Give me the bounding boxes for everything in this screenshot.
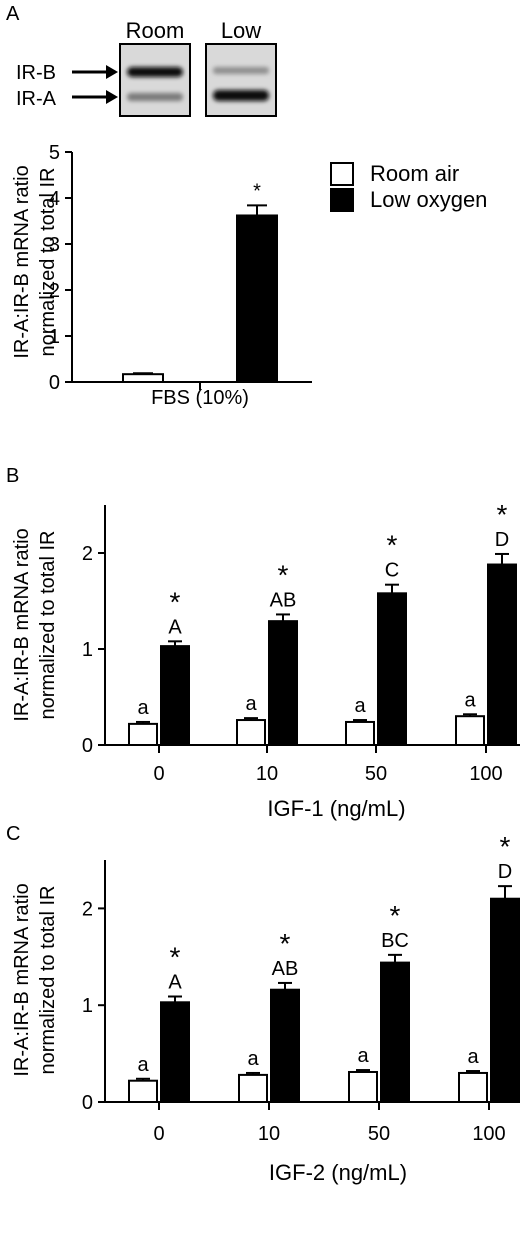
x-tick-label: FBS (10%) [151, 387, 249, 409]
bar-low-oxygen [268, 620, 298, 746]
bar-room-air [128, 722, 158, 747]
chart-a: 0 1 2 3 4 5 IR-A:IR-B mRNA ratio normalized to … [11, 142, 312, 409]
significance-star: * [170, 586, 181, 617]
x-tick-label: 0 [153, 1123, 164, 1145]
significance-letter: BC [381, 930, 409, 952]
y-tick-label: 1 [82, 639, 93, 661]
band-ira-label: IR-A [16, 88, 57, 110]
y-tick-label: 0 [49, 372, 60, 394]
y-axis-label-line2: normalized to total IR [37, 168, 59, 357]
significance-letter: AB [272, 958, 299, 980]
legend-room-swatch [330, 162, 354, 186]
bar-low-oxygen [490, 897, 520, 1103]
bar-room-air [128, 1079, 158, 1103]
x-tick-label: 50 [365, 763, 387, 785]
panel-b-letter: B [6, 465, 19, 487]
y-tick-label: 4 [49, 188, 60, 210]
blot-lane-room-label: Room [126, 18, 185, 43]
x-axis-label: IGF-2 (ng/mL) [269, 1160, 407, 1185]
band-low-irb [213, 67, 269, 74]
legend: Room air Low oxygen [330, 161, 487, 212]
bar-room-air [238, 1073, 268, 1103]
bar-room-air [348, 1070, 378, 1103]
significance-letter: A [168, 971, 182, 993]
significance-star: * [278, 559, 289, 590]
significance-letter: a [137, 1054, 149, 1076]
y-tick-label: 1 [49, 326, 60, 348]
significance-letter: D [498, 861, 512, 883]
panel-c-letter: C [6, 823, 20, 845]
significance-letter: AB [270, 589, 297, 611]
bar-room-air [458, 1071, 488, 1103]
y-tick-label: 2 [82, 543, 93, 565]
y-tick-label: 5 [49, 142, 60, 164]
legend-low-swatch [330, 188, 354, 212]
y-axis-label-line1: IR-A:IR-B mRNA ratio [11, 883, 33, 1076]
band-irb-label: IR-B [16, 62, 56, 84]
significance-letter: C [385, 560, 399, 582]
bar-low-oxygen [236, 214, 278, 383]
legend-room-label: Room air [370, 161, 459, 186]
blot-lane-low [205, 43, 277, 117]
y-axis-label-line2: normalized to total IR [37, 531, 59, 720]
significance-letter: A [168, 616, 182, 638]
bar-room-air [345, 720, 375, 747]
significance-star: * [500, 831, 511, 862]
blot-lane-room [119, 43, 191, 117]
arrowhead-irb [106, 65, 118, 79]
significance-letter: a [357, 1045, 369, 1067]
blot-lane-low-label: Low [221, 18, 261, 43]
legend-low-label: Low oxygen [370, 187, 487, 212]
gel-blot: Room Low IR-B IR-A [16, 18, 277, 117]
y-tick-label: 0 [82, 735, 93, 757]
x-tick-label: 50 [368, 1123, 390, 1145]
bar-low-oxygen [377, 592, 407, 746]
bar-low-oxygen [270, 988, 300, 1103]
significance-star: * [390, 900, 401, 931]
y-tick-label: 2 [49, 280, 60, 302]
band-low-ira [213, 90, 269, 101]
band-room-irb [127, 67, 183, 77]
significance-star: * [387, 530, 398, 561]
significance-letter: a [467, 1046, 479, 1068]
y-tick-label: 1 [82, 995, 93, 1017]
bar-low-oxygen [160, 645, 190, 746]
arrowhead-ira [106, 90, 118, 104]
x-axis-label: IGF-1 (ng/mL) [267, 796, 405, 821]
y-axis-label-line1: IR-A:IR-B mRNA ratio [11, 165, 33, 358]
x-tick-label: 10 [258, 1123, 280, 1145]
significance-letter: a [464, 689, 476, 711]
x-tick-label: 100 [469, 763, 502, 785]
y-tick-label: 2 [82, 898, 93, 920]
x-tick-label: 10 [256, 763, 278, 785]
bar-room-air [455, 715, 485, 747]
significance-letter: a [137, 697, 149, 719]
significance-star: * [170, 941, 181, 972]
y-axis-label-line1: IR-A:IR-B mRNA ratio [11, 528, 33, 721]
bar-room-air [122, 373, 164, 383]
y-axis-label-line2: normalized to total IR [37, 886, 59, 1075]
x-tick-label: 0 [153, 763, 164, 785]
significance-letter: a [354, 695, 366, 717]
y-tick-label: 3 [49, 234, 60, 256]
y-tick-label: 0 [82, 1092, 93, 1114]
significance-star: * [280, 928, 291, 959]
significance-letter: D [495, 529, 509, 551]
significance-letter: * [253, 180, 261, 202]
panel-a-letter: A [6, 3, 20, 25]
significance-letter: a [247, 1048, 259, 1070]
bar-room-air [236, 719, 266, 746]
bar-low-oxygen [160, 1001, 190, 1104]
chart-c: 0 1 2 IR-A:IR-B mRNA ratio normalized to tot… [11, 831, 520, 1185]
significance-letter: a [245, 693, 257, 715]
band-room-ira [127, 93, 183, 101]
bar-low-oxygen [380, 961, 410, 1103]
significance-star: * [497, 499, 508, 530]
bar-low-oxygen [487, 563, 517, 747]
x-tick-label: 100 [472, 1123, 505, 1145]
chart-b: 0 1 2 IR-A:IR-B mRNA ratio normalized to tot… [11, 499, 520, 821]
